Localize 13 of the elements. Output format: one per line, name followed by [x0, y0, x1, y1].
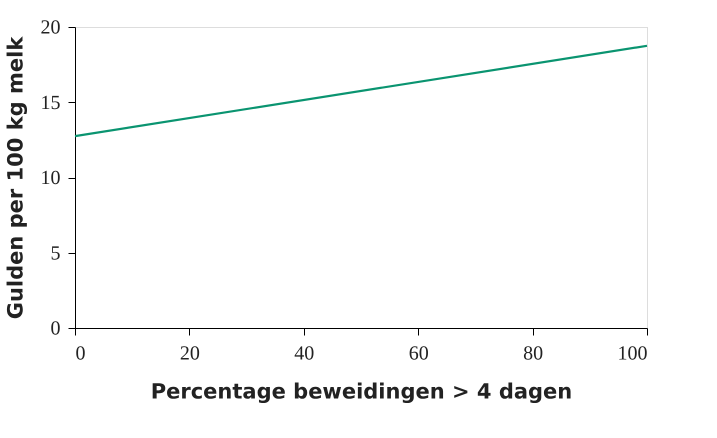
x-tick-label: 60	[408, 342, 429, 364]
y-tick-label: 20	[40, 16, 60, 38]
y-tick-label: 15	[40, 92, 60, 114]
x-tick-label: 0	[76, 342, 86, 364]
y-tick-label: 0	[50, 318, 60, 340]
x-tick-label: 40	[294, 342, 314, 364]
x-axis-title: Percentage beweidingen > 4 dagen	[150, 380, 572, 404]
x-tick-label: 100	[618, 342, 648, 364]
y-tick-label: 5	[50, 242, 60, 264]
x-tick-label: 20	[180, 342, 200, 364]
y-tick-label: 10	[40, 167, 60, 189]
x-tick-label: 80	[523, 342, 544, 364]
y-axis-title: Gulden per 100 kg melk	[4, 36, 28, 320]
